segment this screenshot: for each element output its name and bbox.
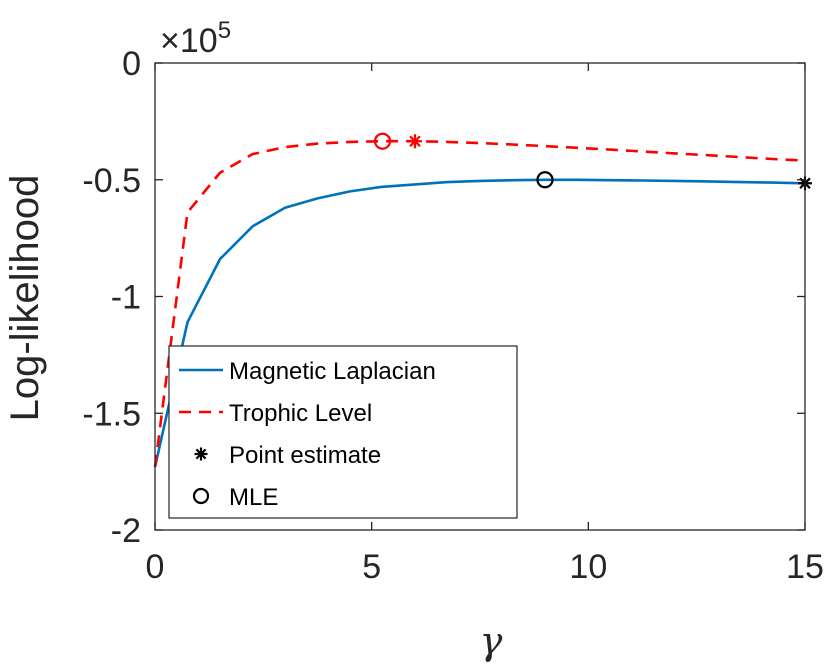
mle-marker-magnetic-laplacian [536,171,554,189]
exponent-power: 5 [218,17,231,44]
legend-entry-point-estimate: Point estimate [194,442,381,469]
x-axis-title: γ [480,619,503,663]
legend-swatch-point-estimate-stroke [195,448,207,460]
legend-entry-magnetic-laplacian: Magnetic Laplacian [179,358,436,385]
tick-layer: 0 5 10 15 0 -0.5 -1 -1.5 -2 [82,45,824,586]
legend-label: Point estimate [229,442,381,469]
legend-box [168,345,518,519]
y-tick-label: -1 [111,279,141,317]
series-line-trophic-level [153,139,806,468]
series-layer [153,139,806,468]
y-tick-label: -0.5 [82,162,141,200]
mle-marker-trophic-level [373,132,392,150]
y-axis-title: Log-likelihood [3,175,47,422]
series-line-magnetic-laplacian [153,178,806,468]
x-tick-label: 15 [786,548,824,586]
svg-text:×105: ×105 [160,17,231,60]
legend-swatch-point-estimate [194,447,208,461]
point-estimate-marker-trophic-level [408,134,422,149]
x-tick-label: 0 [146,548,165,586]
legend-label: Magnetic Laplacian [229,358,436,385]
legend-entry-mle: MLE [192,484,278,511]
y-tick-label: -2 [111,512,141,550]
legend: Magnetic Laplacian Trophic Level Point est… [168,345,518,519]
x-tick-label: 10 [569,548,607,586]
y-tick-label: -1.5 [82,395,141,433]
x-tick-label: 5 [362,548,381,586]
legend-entry-trophic-level: Trophic Level [179,400,372,427]
y-exponent-label: ×105 [160,17,231,60]
point-estimate-marker-trophic-level-stroke [409,135,421,147]
exponent-base: ×10 [160,22,218,60]
legend-label: MLE [229,484,278,511]
legend-label: Trophic Level [229,400,372,427]
legend-swatch-mle [192,487,210,505]
y-tick-label: 0 [122,45,141,83]
